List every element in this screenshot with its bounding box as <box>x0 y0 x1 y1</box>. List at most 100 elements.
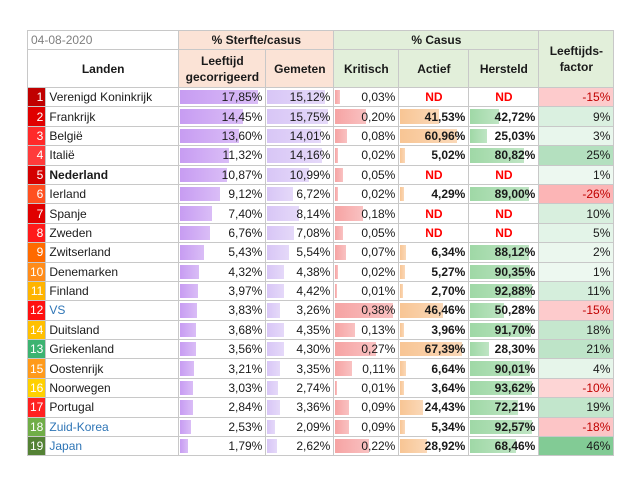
data-bar <box>335 322 356 338</box>
leeftijd-cell: 3,68% <box>178 319 267 341</box>
data-bar <box>470 109 499 124</box>
data-bar <box>267 400 281 415</box>
data-bar <box>335 128 348 144</box>
row: 18 Zuid-Korea 2,53% 2,09% 0,09% 5,34% 92,57% -1… <box>26 416 615 438</box>
kritisch-cell: 0,05% <box>333 164 400 185</box>
gemeten-cell: 5,54% <box>265 242 335 263</box>
actief-value: 60,96% <box>424 128 466 143</box>
hersteld-cell: 80,82% <box>468 145 540 166</box>
header-actief: Actief <box>398 49 470 88</box>
hersteld-cell: 90,35% <box>468 261 540 282</box>
leeftijd-value: 3,97% <box>228 284 263 299</box>
data-bar <box>335 90 340 105</box>
gemeten-cell: 2,62% <box>265 436 335 457</box>
row: 15 Oostenrijk 3,21% 3,35% 0,11% 6,64% 90,01% 4% <box>26 358 615 379</box>
factor-cell: 4% <box>538 358 615 379</box>
leeftijd-value: 3,83% <box>228 303 263 318</box>
data-bar <box>400 303 444 318</box>
rank: 4 <box>26 145 47 166</box>
row: 5 Nederland 10,87% 10,99% 0,05% ND ND 1% <box>26 164 615 185</box>
actief-cell: 5,02% <box>398 145 470 166</box>
kritisch-value: 0,01% <box>361 381 396 396</box>
gemeten-cell: 3,35% <box>265 358 335 379</box>
leeftijd-cell: 3,97% <box>178 280 267 302</box>
rank: 17 <box>26 397 47 418</box>
gemeten-value: 2,74% <box>296 381 331 396</box>
country: Verenigd Koninkrijk <box>45 86 180 108</box>
actief-value: 3,96% <box>431 322 466 337</box>
gemeten-cell: 8,14% <box>265 203 335 224</box>
leeftijd-value: 3,03% <box>228 381 263 396</box>
data-bar <box>335 400 349 415</box>
row: 19 Japan 1,79% 2,62% 0,22% 28,92% 68,46% 46% <box>26 436 615 457</box>
gemeten-value: 8,14% <box>296 206 331 221</box>
hersteld-cell: ND <box>468 164 540 185</box>
leeftijd-cell: 13,60% <box>178 125 267 147</box>
data-bar <box>267 342 284 357</box>
data-bar <box>470 303 504 318</box>
gemeten-cell: 3,36% <box>265 397 335 418</box>
gemeten-value: 15,12% <box>289 90 331 105</box>
kritisch-value: 0,07% <box>361 245 396 260</box>
data-bar <box>400 322 404 338</box>
hersteld-cell: 92,57% <box>468 416 540 438</box>
country: Denemarken <box>45 261 180 282</box>
data-bar <box>335 419 349 435</box>
data-bar <box>335 186 339 202</box>
hersteld-value: 92,57% <box>494 419 536 434</box>
row: 7 Spanje 7,40% 8,14% 0,18% ND ND 10% <box>26 203 615 224</box>
country: België <box>45 125 180 147</box>
row: 8 Zweden 6,76% 7,08% 0,05% ND ND 5% <box>26 222 615 244</box>
data-bar <box>180 439 189 454</box>
rank: 13 <box>26 339 47 360</box>
data-bar <box>267 167 310 182</box>
data-bar <box>470 380 533 396</box>
kritisch-value: 0,05% <box>361 167 396 182</box>
rank: 14 <box>26 319 47 341</box>
kritisch-value: 0,02% <box>361 264 396 279</box>
gemeten-cell: 10,99% <box>265 164 335 185</box>
data-bar <box>400 148 405 163</box>
hersteld-cell: 42,72% <box>468 106 540 127</box>
data-bar <box>470 128 487 144</box>
kritisch-cell: 0,22% <box>333 436 400 457</box>
hersteld-value: 90,35% <box>494 264 536 279</box>
data-bar <box>335 148 339 163</box>
data-bar <box>267 264 285 279</box>
data-bar <box>180 361 195 376</box>
data-bar <box>400 342 463 357</box>
country: Zweden <box>45 222 180 244</box>
leeftijd-cell: 3,03% <box>178 377 267 399</box>
row: 3 België 13,60% 14,01% 0,08% 60,96% 25,03% 3% <box>26 125 615 147</box>
leeftijd-cell: 7,40% <box>178 203 267 224</box>
kritisch-cell: 0,09% <box>333 397 400 418</box>
data-bar <box>335 109 366 124</box>
rank: 9 <box>26 242 47 263</box>
row: 9 Zwitserland 5,43% 5,54% 0,07% 6,34% 88,12% 2% <box>26 242 615 263</box>
hersteld-value: 91,70% <box>494 322 536 337</box>
data-bar <box>335 206 363 221</box>
hersteld-cell: 25,03% <box>468 125 540 147</box>
data-bar <box>180 167 228 182</box>
kritisch-cell: 0,18% <box>333 203 400 224</box>
data-bar <box>180 283 198 299</box>
hersteld-value: 89,00% <box>494 187 536 202</box>
leeftijd-cell: 3,83% <box>178 300 267 321</box>
factor-cell: 3% <box>538 125 615 147</box>
factor-cell: 46% <box>538 436 615 457</box>
gemeten-value: 6,72% <box>296 187 331 202</box>
rank: 3 <box>26 125 47 147</box>
hersteld-cell: 89,00% <box>468 183 540 205</box>
gemeten-cell: 4,35% <box>265 319 335 341</box>
actief-cell: ND <box>398 203 470 224</box>
gemeten-value: 4,35% <box>296 322 331 337</box>
gemeten-cell: 15,75% <box>265 106 335 127</box>
hersteld-value: 25,03% <box>494 128 536 143</box>
actief-value: 5,34% <box>431 419 466 434</box>
gemeten-cell: 15,12% <box>265 86 335 108</box>
data-bar <box>180 400 193 415</box>
leeftijd-value: 2,84% <box>228 400 263 415</box>
kritisch-cell: 0,20% <box>333 106 400 127</box>
gemeten-cell: 14,16% <box>265 145 335 166</box>
